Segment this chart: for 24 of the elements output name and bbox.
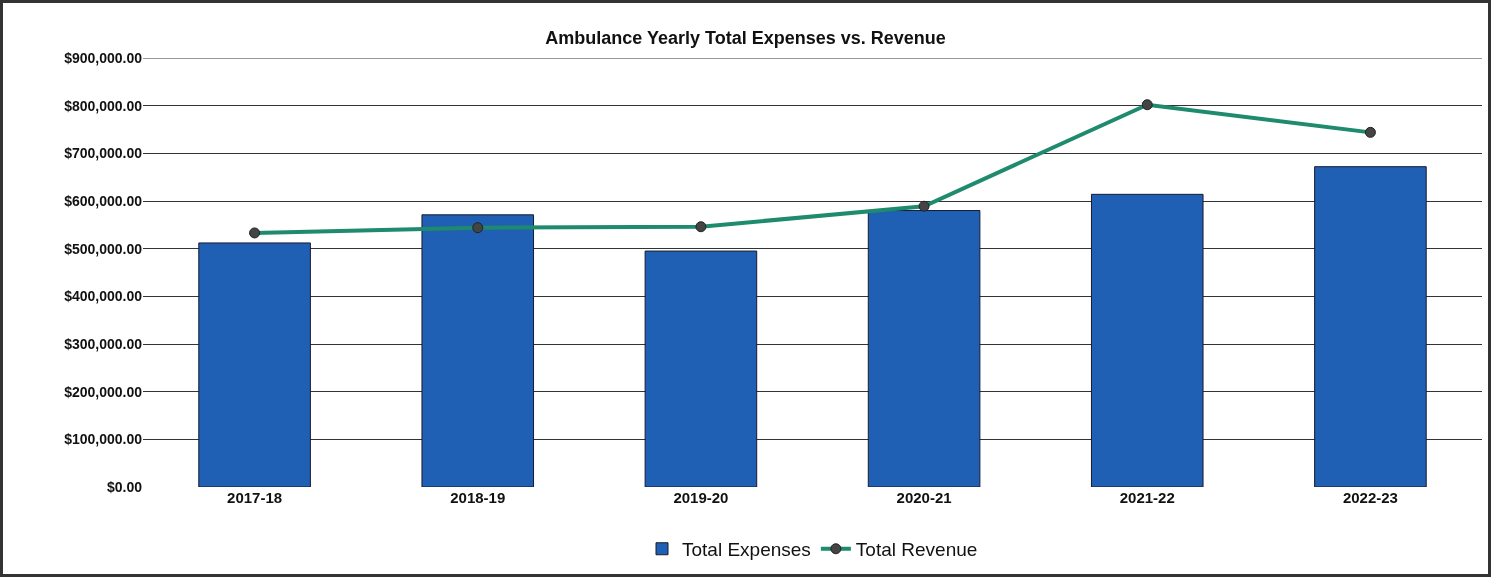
bar bbox=[198, 242, 311, 487]
x-tick-label: 2017-18 bbox=[227, 489, 283, 506]
y-tick-label: $400,000.00 bbox=[64, 288, 143, 305]
legend-label: Total Expenses bbox=[682, 539, 811, 561]
x-tick-label: 2019-20 bbox=[673, 489, 729, 506]
x-tick-label: 2021-22 bbox=[1119, 489, 1175, 506]
legend-label: Total Revenue bbox=[855, 539, 978, 561]
x-tick-label: 2022-23 bbox=[1342, 489, 1398, 506]
y-tick-label: $200,000.00 bbox=[64, 383, 143, 400]
x-tick-label: 2018-19 bbox=[450, 489, 506, 506]
y-tick-label: $600,000.00 bbox=[64, 192, 143, 209]
y-tick-label: $100,000.00 bbox=[64, 431, 143, 448]
y-tick-label: $700,000.00 bbox=[64, 145, 143, 162]
y-tick-label: $500,000.00 bbox=[64, 240, 143, 257]
y-tick-label: $0.00 bbox=[106, 478, 143, 495]
chart-title: Ambulance Yearly Total Expenses vs. Revenue bbox=[545, 28, 946, 49]
y-tick-label: $900,000.00 bbox=[64, 49, 143, 66]
y-tick-label: $300,000.00 bbox=[64, 335, 143, 352]
bar bbox=[644, 250, 758, 487]
x-tick-label: 2020-21 bbox=[896, 489, 952, 506]
y-tick-label: $800,000.00 bbox=[64, 97, 143, 114]
bar bbox=[1314, 166, 1427, 487]
bar bbox=[1090, 193, 1204, 487]
bar bbox=[421, 214, 535, 487]
